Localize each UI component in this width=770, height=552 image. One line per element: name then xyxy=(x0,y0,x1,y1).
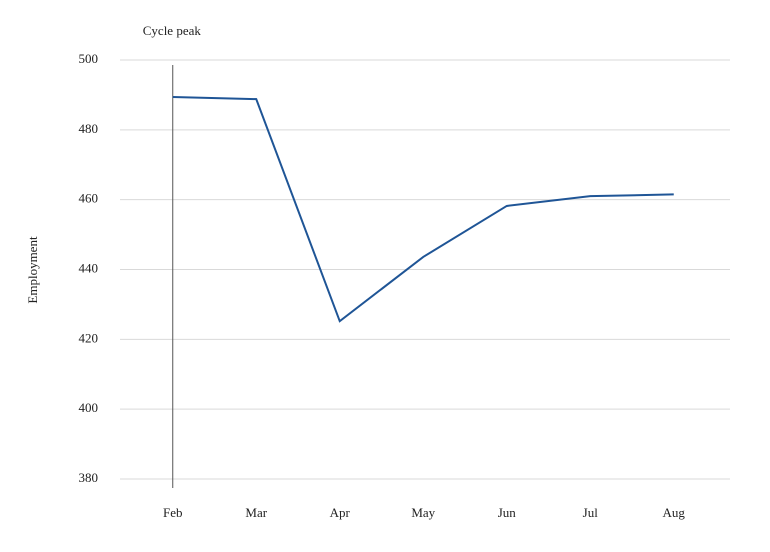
x-tick-label: Apr xyxy=(330,505,351,520)
x-tick-label: Aug xyxy=(663,505,686,520)
y-tick-label: 440 xyxy=(79,260,99,275)
y-axis-label: Employment xyxy=(25,236,40,304)
y-tick-label: 420 xyxy=(79,330,99,345)
y-tick-label: 400 xyxy=(79,400,99,415)
annotation-label: Cycle peak xyxy=(143,23,202,38)
x-tick-label: Jun xyxy=(498,505,517,520)
y-tick-label: 500 xyxy=(79,51,99,66)
y-tick-label: 480 xyxy=(79,121,99,136)
x-tick-label: Feb xyxy=(163,505,183,520)
y-tick-label: 380 xyxy=(79,470,99,485)
data-line xyxy=(172,96,674,323)
x-tick-label: Mar xyxy=(245,505,267,520)
x-tick-label: May xyxy=(411,505,435,520)
y-tick-label: 460 xyxy=(79,191,99,206)
x-tick-label: Jul xyxy=(583,505,599,520)
